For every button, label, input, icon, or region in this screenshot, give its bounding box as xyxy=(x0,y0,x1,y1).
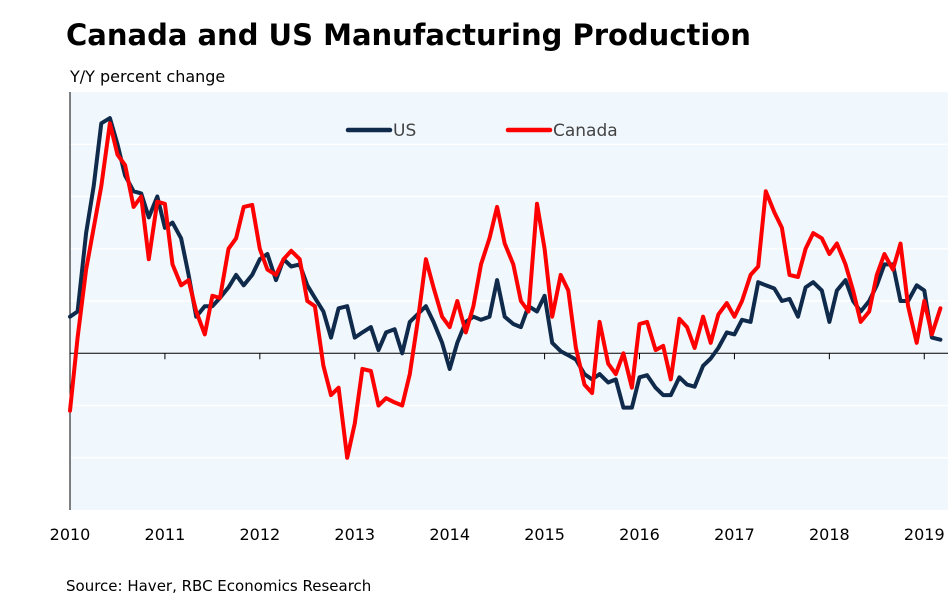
x-tick-label: 2010 xyxy=(50,525,91,544)
x-tick-label: 2019 xyxy=(904,525,945,544)
y-axis-label: Y/Y percent change xyxy=(70,67,226,86)
chart-title: Canada and US Manufacturing Production xyxy=(66,18,751,52)
series-line-canada xyxy=(68,121,943,460)
x-tick-label: 2016 xyxy=(619,525,660,544)
x-tick-label: 2012 xyxy=(239,525,280,544)
x-tick-label: 2014 xyxy=(429,525,470,544)
series-layer xyxy=(68,116,943,460)
x-tick-label: 2011 xyxy=(145,525,186,544)
x-tick-labels: 2010 2011 2012 2013 2014 2015 2016 2017 2018 2019 xyxy=(50,353,945,544)
x-tick-label: 2015 xyxy=(524,525,565,544)
series-line-us xyxy=(68,116,943,410)
legend-label-canada: Canada xyxy=(553,121,618,141)
x-tick-label: 2013 xyxy=(334,525,375,544)
legend-label-us: US xyxy=(393,121,416,141)
source-note: Source: Haver, RBC Economics Research xyxy=(66,577,372,595)
x-tick-label: 2017 xyxy=(714,525,755,544)
axes xyxy=(69,92,948,510)
legend: US Canada xyxy=(345,121,618,141)
x-tick-label: 2018 xyxy=(809,525,850,544)
